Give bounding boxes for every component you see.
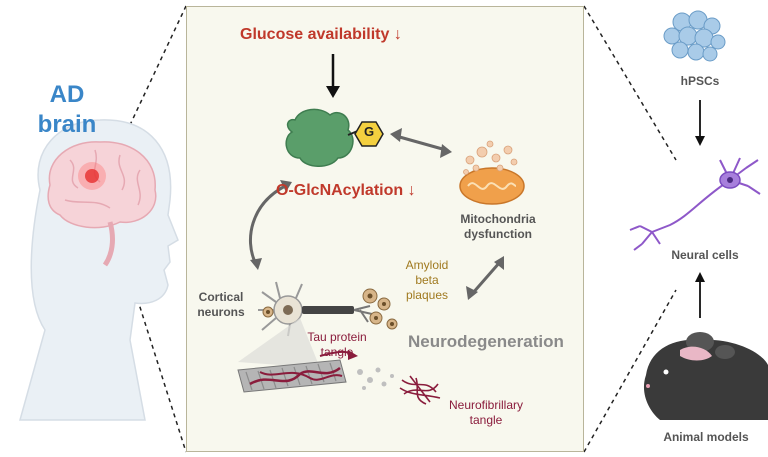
neurodegeneration-label: Neurodegeneration [408,332,564,351]
neural-cells-label: Neural cells [671,248,739,262]
mitochondria-icon [459,140,525,205]
nft-label: Neurofibrillary tangle [436,398,536,428]
mito-label-line2: dysfunction [464,227,532,241]
hpsc-label: hPSCs [680,74,720,88]
protein-blob-icon [285,108,361,167]
mito-label: Mitochondria dysfunction [448,212,548,242]
microtubule-icon [237,359,347,393]
ad-brain-title: AD brain [22,80,112,140]
nft-label-line1: Neurofibrillary [448,398,524,412]
glycosylation-hexagon-icon [354,121,384,147]
mouse-icon [643,332,768,420]
arrow-oglcnac-neurons [248,184,286,263]
glucose-label: Glucose availability ↓ [240,26,402,43]
amyloid-label: Amyloid beta plaques [392,258,462,303]
ad-title-line: AD [49,81,85,108]
tau-label-line1: Tau protein [307,330,367,344]
head-silhouette-icon [19,119,179,421]
oglcnac-label: O-GlcNAcylation ↓ [276,182,416,199]
brain-title-line: brain [37,111,97,138]
nft-label-line2: tangle [469,413,503,427]
glyco-badge-label: G [363,124,375,139]
cortical-neuron-icon [258,281,373,337]
tau-label: Tau protein tangle [300,330,374,360]
amyloid-label-line3: plaques [405,288,449,302]
detached-tau-dots [357,367,394,390]
animal-models-label: Animal models [663,430,749,444]
neurofibrillary-tangle-icon [399,375,441,405]
zoom-line-bottom-right [583,289,677,453]
neural-cell-icon [629,157,761,251]
tau-label-line2: tangle [320,345,354,359]
arrow-plaques-mito [470,261,502,295]
cortical-label: Cortical neurons [192,290,250,320]
amyloid-label-line2: beta [415,273,439,287]
zoom-line-top-right [583,5,677,161]
cortical-label-line2: neurons [197,305,245,319]
arrow-protein-mito [395,134,447,152]
cortical-label-line1: Cortical [198,290,244,304]
amyloid-label-line1: Amyloid [405,258,449,272]
hpsc-cluster-icon [663,10,726,62]
mito-label-line1: Mitochondria [460,212,536,226]
